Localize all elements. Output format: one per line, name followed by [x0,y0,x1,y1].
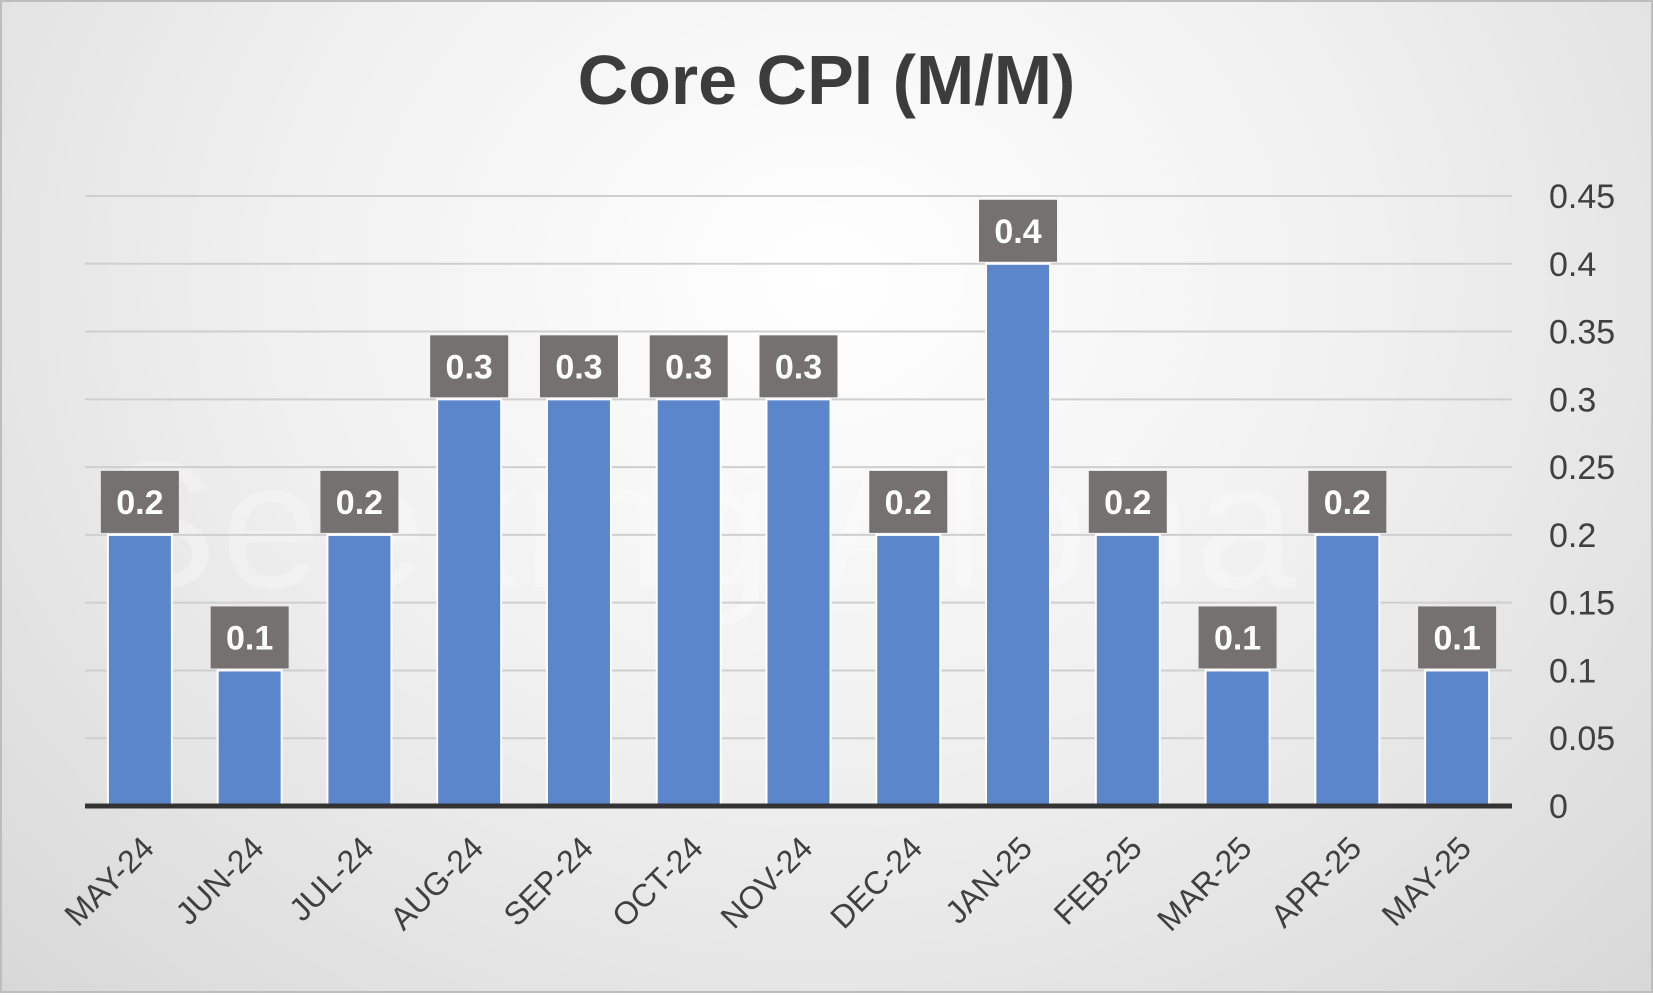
bar-feb-25 [1094,533,1161,808]
y-tick-label: 0.1 [1549,652,1596,690]
x-tick-label: JUL-24 [282,829,380,927]
bar-may-24 [106,533,173,808]
chart-title: Core CPI (M/M) [577,41,1076,119]
x-tick-label: DEC-24 [823,829,929,935]
y-tick-label: 0 [1549,788,1568,826]
data-label: 0.2 [116,484,163,522]
bar-jan-25 [985,262,1052,807]
data-label-box [649,335,728,398]
data-label: 0.3 [446,348,493,386]
data-label: 0.2 [885,484,932,522]
bar-oct-24 [655,398,722,807]
data-label-box [1308,470,1387,533]
data-labels: 0.2 0.1 0.2 0.3 0.3 0.3 0.3 0.2 0.4 0.2 0.1 0.2 0.1 [100,199,1497,669]
data-label: 0.3 [665,348,712,386]
x-tick-label: SEP-24 [496,829,599,932]
data-label: 0.4 [994,213,1041,251]
bars [106,262,1491,808]
data-label-box [1418,606,1497,669]
y-tick-label: 0.25 [1549,449,1615,487]
data-label-box [320,470,399,533]
bar-dec-24 [875,533,942,808]
x-tick-label: FEB-25 [1047,829,1149,931]
bar-may-25 [1424,669,1491,808]
data-label-box [100,470,179,533]
y-tick-label: 0.15 [1549,585,1615,623]
data-label: 0.2 [1324,484,1371,522]
bar-sep-24 [545,398,612,807]
x-tick-label: OCT-24 [605,829,710,934]
data-label-box [430,335,509,398]
data-label-box [1088,470,1167,533]
data-label-box [869,470,948,533]
data-label: 0.1 [226,619,273,657]
bar-jun-24 [216,669,283,808]
data-label: 0.1 [1433,619,1480,657]
x-tick-label: NOV-24 [714,829,820,935]
y-tick-label: 0.2 [1549,517,1596,555]
data-label: 0.2 [1104,484,1151,522]
data-label-box [1198,606,1277,669]
x-tick-label: MAR-25 [1150,829,1258,937]
x-tick-label: JUN-24 [168,829,270,931]
y-tick-label: 0.3 [1549,381,1596,419]
x-tick-label: APR-25 [1264,829,1369,934]
x-tick-label: AUG-24 [383,829,490,936]
data-label: 0.3 [555,348,602,386]
data-label: 0.1 [1214,619,1261,657]
y-tick-label: 0.45 [1549,178,1615,216]
data-label-box [210,606,289,669]
data-label: 0.3 [775,348,822,386]
bar-nov-24 [765,398,832,807]
y-tick-label: 0.05 [1549,720,1615,758]
bar-apr-25 [1314,533,1381,808]
x-tick-label: MAY-24 [57,829,160,932]
data-label-box [539,335,618,398]
data-label-box [759,335,838,398]
data-label: 0.2 [336,484,383,522]
x-tick-label: JAN-25 [938,829,1039,930]
data-label-box [979,199,1058,262]
bar-mar-25 [1204,669,1271,808]
bar-jul-24 [326,533,393,808]
bar-aug-24 [436,398,503,807]
y-tick-label: 0.35 [1549,314,1615,352]
x-tick-label: MAY-25 [1375,829,1478,932]
y-tick-label: 0.4 [1549,246,1596,284]
